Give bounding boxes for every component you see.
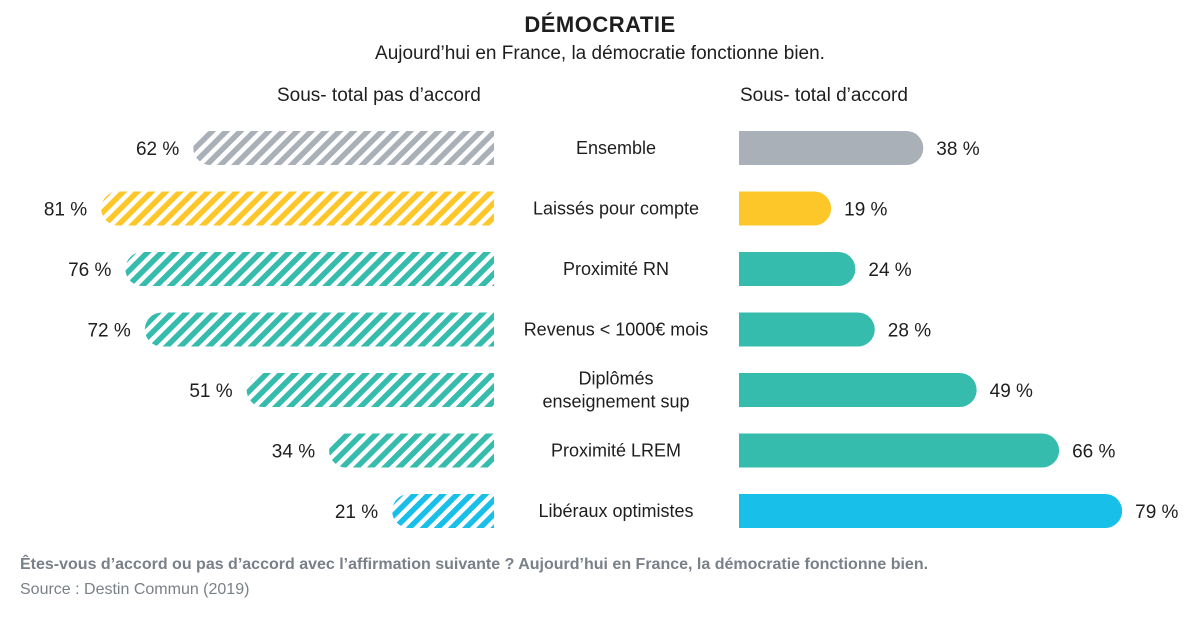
bar-agree-3 <box>739 312 875 347</box>
category-label-3: Revenus < 1000€ mois <box>524 320 709 340</box>
label-disagree-4: 51 % <box>189 381 232 402</box>
label-agree-6: 79 % <box>1135 502 1178 523</box>
footer-source: Source : Destin Commun (2019) <box>20 581 250 598</box>
label-disagree-5: 34 % <box>272 442 315 463</box>
chart-subtitle: Aujourd’hui en France, la démocratie fon… <box>375 43 825 64</box>
bar-agree-0 <box>739 131 924 165</box>
category-label-6: Libéraux optimistes <box>538 501 693 521</box>
right-column-header: Sous- total d’accord <box>740 85 908 106</box>
bar-disagree-0 <box>193 131 494 165</box>
category-label-1: Laissés pour compte <box>533 199 699 219</box>
bar-agree-2 <box>739 252 856 286</box>
bar-disagree-3 <box>144 312 494 347</box>
label-agree-5: 66 % <box>1072 442 1115 463</box>
bar-disagree-1 <box>101 191 495 226</box>
left-column-header: Sous- total pas d’accord <box>277 85 481 106</box>
label-agree-3: 28 % <box>888 321 931 342</box>
bar-disagree-2 <box>125 252 495 286</box>
label-agree-1: 19 % <box>844 200 887 221</box>
label-disagree-3: 72 % <box>87 321 130 342</box>
bar-agree-6 <box>739 494 1123 528</box>
label-agree-2: 24 % <box>868 260 911 281</box>
chart-title: DÉMOCRATIE <box>524 12 676 37</box>
label-disagree-6: 21 % <box>335 502 378 523</box>
label-disagree-2: 76 % <box>68 260 111 281</box>
bar-disagree-4 <box>246 373 494 407</box>
category-label-0: Ensemble <box>576 138 656 158</box>
bar-agree-5 <box>739 433 1060 468</box>
footer-question: Êtes-vous d’accord ou pas d’accord avec … <box>20 556 929 573</box>
label-agree-4: 49 % <box>990 381 1033 402</box>
category-label-4: Diplômés enseignement sup <box>542 369 689 412</box>
bar-disagree-6 <box>392 494 494 528</box>
category-label-2: Proximité RN <box>563 259 669 279</box>
category-label-5: Proximité LREM <box>551 441 681 461</box>
bar-disagree-5 <box>329 433 494 468</box>
label-disagree-1: 81 % <box>44 200 87 221</box>
label-agree-0: 38 % <box>936 139 979 160</box>
bar-agree-4 <box>739 373 977 407</box>
bar-agree-1 <box>739 191 832 226</box>
label-disagree-0: 62 % <box>136 139 179 160</box>
